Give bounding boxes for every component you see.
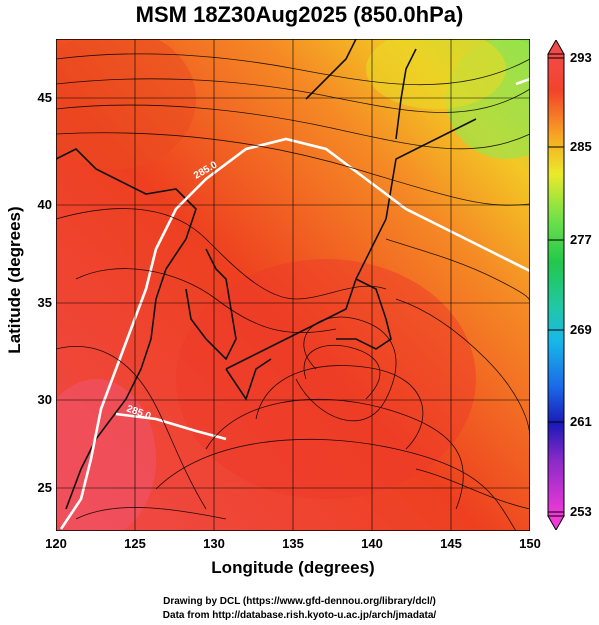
- y-axis-label: Latitude (degrees): [5, 206, 24, 354]
- colorbar-tick-label: 277: [570, 232, 592, 247]
- map-canvas: 285.0 285.0: [55, 38, 531, 532]
- colorbar-tick-label: 261: [570, 414, 592, 429]
- x-tick-label: 130: [203, 536, 225, 551]
- x-tick-label: 135: [282, 536, 304, 551]
- colorbar-tick-label: 285: [570, 139, 592, 154]
- x-tick-label: 140: [361, 536, 383, 551]
- x-tick-label: 150: [519, 536, 541, 551]
- y-tick-label: 40: [37, 197, 52, 212]
- colorbar-tick-label: 293: [570, 50, 592, 65]
- y-tick-label: 35: [37, 295, 52, 310]
- colorbar: [547, 40, 565, 530]
- credit-drawing: Drawing by DCL (https://www.gfd-dennou.o…: [163, 596, 436, 607]
- graticule: [56, 39, 530, 531]
- y-tick-label: 25: [37, 480, 52, 495]
- streamlines: [56, 53, 530, 531]
- x-tick-label: 145: [440, 536, 462, 551]
- credit-data-source: Data from http://database.rish.kyoto-u.a…: [162, 610, 437, 621]
- isotherm-contours: [59, 77, 530, 530]
- x-tick-label: 125: [124, 536, 146, 551]
- chart-title: MSM 18Z30Aug2025 (850.0hPa): [135, 2, 464, 27]
- x-tick-label: 120: [45, 536, 67, 551]
- colorbar-tick-label: 253: [570, 504, 592, 519]
- x-axis-label: Longitude (degrees): [211, 558, 375, 577]
- y-tick-label: 45: [37, 90, 52, 105]
- y-tick-label: 30: [37, 392, 52, 407]
- colorbar-tick-label: 269: [570, 322, 592, 337]
- map-plot-area: 285.0 285.0: [55, 38, 531, 532]
